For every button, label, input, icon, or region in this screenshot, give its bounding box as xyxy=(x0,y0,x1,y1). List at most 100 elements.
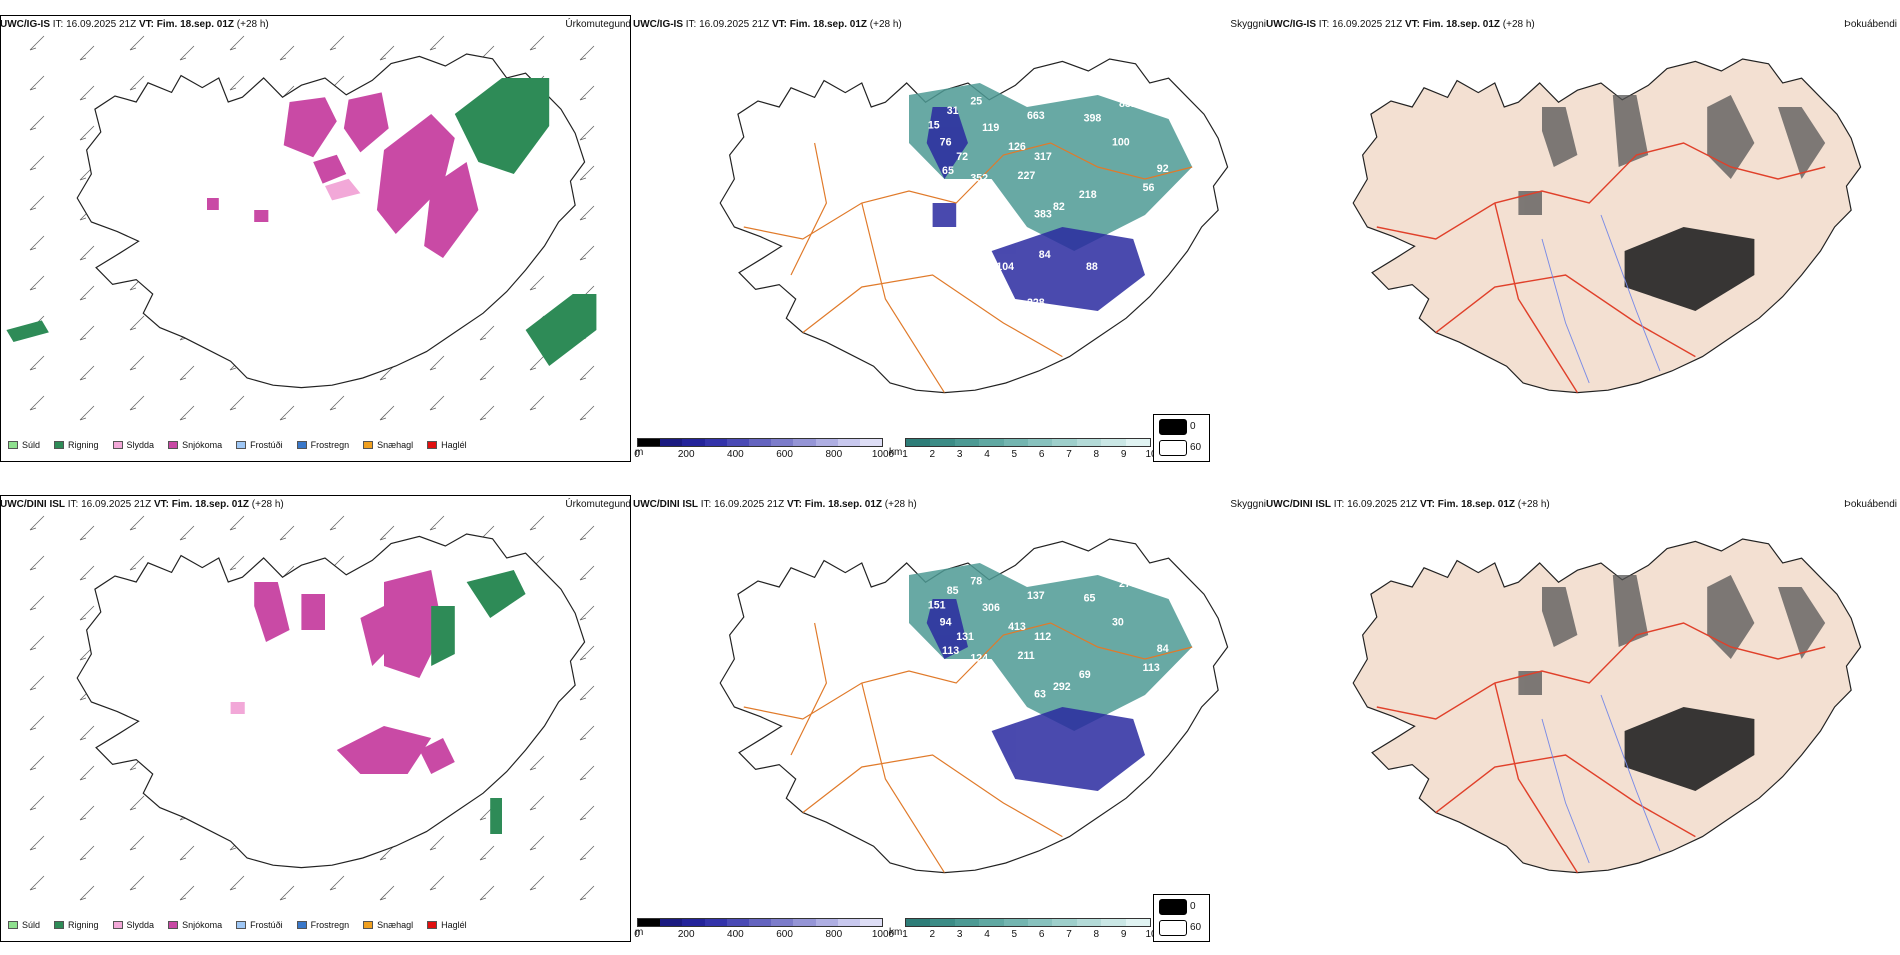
legend-label: Slydda xyxy=(126,440,155,450)
legend-label: Súld xyxy=(22,440,41,450)
colorbar-segment xyxy=(1125,919,1151,926)
legend-item: Frostregn xyxy=(296,440,349,450)
colorbar-segment xyxy=(748,439,772,446)
it-value: 16.09.2025 21Z xyxy=(699,19,770,30)
colorbar-segment xyxy=(979,919,1004,926)
colorbar-segment xyxy=(859,919,883,926)
visibility-value-label: 413 xyxy=(1008,621,1026,633)
legend-item: Frostúði xyxy=(236,440,283,450)
colorbar-segment xyxy=(954,919,980,926)
colorbar-segment xyxy=(1052,439,1077,446)
colorbar-segment xyxy=(793,439,816,446)
visibility-value-label: 84 xyxy=(1039,249,1051,261)
colorbar-ticks: 1 2 3 4 5 6 7 8 9 10 xyxy=(902,929,1156,941)
model-name: UWC/IG-IS xyxy=(0,19,50,30)
legend-label: Frostúði xyxy=(250,920,283,930)
colorbar-tick-label: 0 xyxy=(634,929,640,940)
rivers xyxy=(1541,694,1661,864)
visibility-value-label: 131 xyxy=(956,631,974,643)
visibility-value-label: 88 xyxy=(1086,261,1098,273)
visibility-value-label: 101 xyxy=(1098,566,1116,578)
it-value: 16.09.2025 21Z xyxy=(1347,499,1418,510)
colorbar-segment xyxy=(1003,919,1029,926)
vt-value: Fim. 18.sep. 01Z xyxy=(804,499,883,510)
colorbar-bar xyxy=(637,438,883,447)
colorbar-tick-label: 0 xyxy=(634,449,640,460)
lead-time: (+28 h) xyxy=(869,19,902,30)
visibility-value-label: 218 xyxy=(1079,189,1097,201)
snow-areas xyxy=(207,92,479,258)
visibility-value-label: 65 xyxy=(1084,592,1096,604)
lead-time: (+28 h) xyxy=(1517,499,1550,510)
colorbar-tick-label: 8 xyxy=(1093,929,1100,940)
roads xyxy=(743,622,1193,873)
vt-value: Fim. 18.sep. 01Z xyxy=(156,19,235,30)
vt-value: Fim. 18.sep. 01Z xyxy=(171,499,250,510)
colorbar-tick-label: 1000 xyxy=(871,449,895,460)
colorbar-tick-label: 600 xyxy=(776,929,793,940)
panel-frame xyxy=(0,495,631,942)
snow-areas xyxy=(254,570,455,774)
roads xyxy=(1376,142,1826,393)
visibility-value-label: 92 xyxy=(1157,163,1169,175)
panel-header: UWC/DINI ISL IT: 16.09.2025 21Z VT: Fim.… xyxy=(1266,499,1550,510)
rivers xyxy=(1541,214,1661,384)
colorbar-tick-label: 1000 xyxy=(871,929,895,940)
visibility-value-label: 227 xyxy=(1018,170,1036,182)
legend-label: Snæhagl xyxy=(377,440,414,450)
colorbar-segment xyxy=(930,439,955,446)
colorbar-segment xyxy=(660,439,683,446)
fog-panel-row2: UWC/DINI ISL IT: 16.09.2025 21Z VT: Fim.… xyxy=(1266,480,1899,955)
colorbar-segment xyxy=(859,439,883,446)
panel-header: UWC/DINI ISL IT: 16.09.2025 21Z VT: Fim.… xyxy=(0,499,284,510)
colorbar-ticks: 0 200 400 600 800 1000 xyxy=(634,929,894,941)
colorbar-tick-label: 400 xyxy=(727,929,744,940)
visibility-panel-row1: UWC/IG-IS IT: 16.09.2025 21Z VT: Fim. 18… xyxy=(633,0,1266,475)
roads xyxy=(1376,622,1826,873)
precip-type-map xyxy=(6,35,597,421)
colorbar-segment xyxy=(1076,439,1102,446)
visibility-value-label: 30 xyxy=(1112,616,1124,628)
visibility-value-label: 119 xyxy=(982,122,999,134)
colorbar-tick-label: 800 xyxy=(825,449,843,460)
colorbar-segment xyxy=(726,919,749,926)
legend-item: Rigning xyxy=(54,920,99,930)
colorbar-segment xyxy=(748,919,772,926)
visibility-value-label: 124 xyxy=(970,652,988,664)
panel-header: UWC/DINI ISL IT: 16.09.2025 21Z VT: Fim.… xyxy=(633,499,917,510)
colorbar-segment xyxy=(771,919,794,926)
visibility-value-label: 85 xyxy=(947,585,959,597)
vt-label: VT: xyxy=(153,499,169,510)
colorbar-segment xyxy=(1125,439,1151,446)
visibility-map: 85 78 94 151 131 113 124 306 413 137 112 211 65 27810… xyxy=(719,538,1229,874)
visibility-value-label: 831 xyxy=(1119,98,1137,110)
colorbar-segment xyxy=(638,919,661,926)
colorbar-tick-label: 400 xyxy=(727,449,744,460)
legend-label: Frostúði xyxy=(250,440,283,450)
cloud-base-colorbar: 0 200 400 600 800 1000 m xyxy=(634,438,894,461)
colorbar-segment xyxy=(660,919,683,926)
fog-map xyxy=(1352,538,1862,874)
model-name: UWC/IG-IS xyxy=(633,19,683,30)
visibility-value-label: 94 xyxy=(940,616,952,628)
colorbar-tick-label: 6 xyxy=(1038,929,1045,940)
fog-legend-label: 0 xyxy=(1190,421,1196,432)
precip-type-panel-row1: UWC/IG-IS IT: 16.09.2025 21Z VT: Fim. 18… xyxy=(0,0,633,475)
colorbar-tick-label: 600 xyxy=(776,449,793,460)
panel-header: UWC/IG-IS IT: 16.09.2025 21Z VT: Fim. 18… xyxy=(633,19,902,30)
colorbar-tick-label: 4 xyxy=(984,929,990,940)
colorbar-segment xyxy=(726,439,749,446)
fog-legend: 0 60 xyxy=(1153,894,1210,942)
legend-label: Haglél xyxy=(441,440,467,450)
legend-item: Haglél xyxy=(427,440,467,450)
fog-map xyxy=(1352,58,1862,394)
legend-item: Snæhagl xyxy=(363,920,413,930)
rain-areas xyxy=(431,570,526,834)
cloud-top-colorbar: 1 2 3 4 5 6 7 8 9 10 km xyxy=(889,918,1157,941)
it-value: 16.09.2025 21Z xyxy=(714,499,785,510)
colorbar-tick-label: 800 xyxy=(825,929,843,940)
colorbar-ticks: 0 200 400 600 800 1000 xyxy=(634,449,894,461)
colorbar-segment xyxy=(837,439,860,446)
